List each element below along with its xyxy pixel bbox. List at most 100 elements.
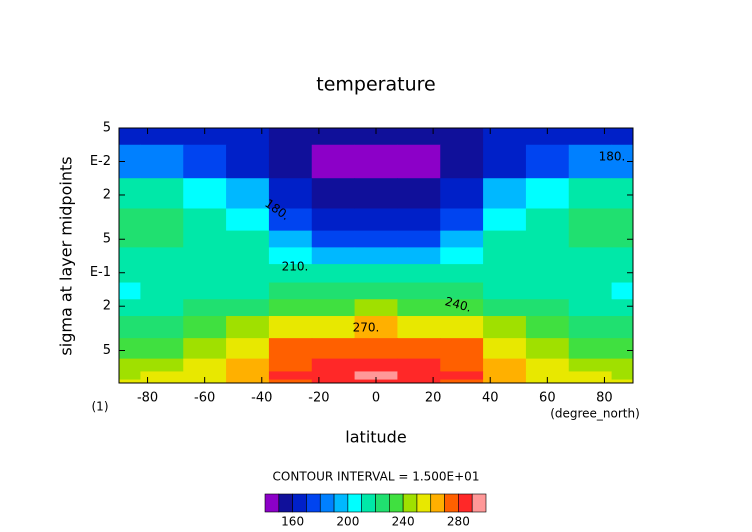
y-tick-label: 2 bbox=[103, 299, 111, 314]
colorbar-label: 240 bbox=[392, 515, 415, 529]
colorbar-box bbox=[347, 493, 362, 513]
contour-label: 180. bbox=[599, 150, 626, 164]
contour-cell bbox=[119, 338, 141, 360]
contour-cell bbox=[611, 371, 634, 381]
contour-cell bbox=[397, 379, 441, 384]
y-tick-label: 5 bbox=[103, 232, 111, 247]
contour-cell bbox=[311, 247, 356, 265]
contour-cell bbox=[483, 358, 527, 372]
contour-cell bbox=[354, 208, 398, 232]
contour-cell bbox=[397, 299, 441, 317]
contour-cell bbox=[268, 128, 313, 146]
y-tick-label: 5 bbox=[103, 343, 111, 358]
contour-cell bbox=[311, 128, 356, 146]
y-tick-label: E-1 bbox=[90, 265, 111, 280]
contour-cell bbox=[525, 178, 570, 209]
contour-cell bbox=[311, 144, 356, 179]
colorbar-box bbox=[264, 493, 280, 513]
contour-cell bbox=[483, 144, 527, 179]
contour-cell bbox=[183, 358, 227, 372]
contour-cell bbox=[397, 358, 441, 372]
contour-cell bbox=[354, 230, 398, 248]
contour-cell bbox=[483, 282, 527, 300]
contour-cell bbox=[611, 247, 634, 265]
contour-cell bbox=[354, 247, 398, 265]
contour-cell bbox=[183, 128, 227, 146]
contour-cell bbox=[354, 316, 398, 339]
contour-cell bbox=[440, 316, 484, 339]
contour-cell bbox=[183, 282, 227, 300]
contour-cell bbox=[568, 338, 613, 360]
contour-cell bbox=[568, 316, 613, 339]
contour-cell bbox=[611, 264, 634, 284]
contour-cell bbox=[140, 247, 184, 265]
contour-cell bbox=[268, 230, 313, 248]
contour-cell bbox=[397, 371, 441, 381]
contour-cell bbox=[568, 208, 613, 232]
plot-area bbox=[119, 128, 634, 384]
contour-cell bbox=[611, 208, 634, 232]
colorbar-label: 200 bbox=[336, 515, 359, 529]
contour-cell bbox=[183, 338, 227, 360]
contour-cell bbox=[611, 230, 634, 248]
contour-cell bbox=[311, 208, 356, 232]
contour-cell bbox=[119, 379, 141, 384]
contour-cell bbox=[611, 144, 634, 179]
x-tick-label: -80 bbox=[137, 391, 158, 406]
contour-cell bbox=[354, 282, 398, 300]
contour-cell bbox=[440, 128, 484, 146]
contour-cell bbox=[140, 338, 184, 360]
contour-cell bbox=[568, 247, 613, 265]
contour-cell bbox=[397, 128, 441, 146]
contour-cell bbox=[354, 128, 398, 146]
colorbar-box bbox=[319, 493, 335, 513]
contour-cell bbox=[440, 299, 484, 317]
colorbar-box bbox=[471, 493, 487, 513]
contour-cell bbox=[140, 282, 184, 300]
contour-cell bbox=[440, 208, 484, 232]
contour-cell bbox=[568, 264, 613, 284]
contour-cell bbox=[311, 264, 356, 284]
colorbar-box bbox=[402, 493, 418, 513]
contour-cell bbox=[525, 230, 570, 248]
contour-cell bbox=[140, 358, 184, 372]
contour-cell bbox=[119, 358, 141, 372]
contour-cell bbox=[440, 247, 484, 265]
contour-cell bbox=[440, 371, 484, 381]
contour-label: 240. bbox=[443, 294, 472, 314]
contour-cell bbox=[568, 144, 613, 179]
colorbar-box bbox=[375, 493, 390, 513]
contour-cell bbox=[311, 282, 356, 300]
contour-cell bbox=[119, 128, 141, 146]
contour-cell bbox=[397, 282, 441, 300]
contour-cell bbox=[119, 371, 141, 381]
x-tick-label: -40 bbox=[251, 391, 272, 406]
contour-cell bbox=[311, 358, 356, 372]
x-tick-label: -60 bbox=[194, 391, 215, 406]
contour-cell bbox=[119, 299, 141, 317]
colorbar-label: 280 bbox=[447, 515, 470, 529]
colorbar-box bbox=[306, 493, 321, 513]
contour-cell bbox=[119, 208, 141, 232]
contour-cell bbox=[483, 379, 527, 384]
contour-cell bbox=[183, 316, 227, 339]
contour-cell bbox=[525, 358, 570, 372]
contour-cell bbox=[119, 144, 141, 179]
contour-cell bbox=[525, 264, 570, 284]
x-tick-label: 0 bbox=[372, 391, 380, 406]
contour-cell bbox=[483, 316, 527, 339]
contour-cell bbox=[354, 299, 398, 317]
y-tick-label: E-2 bbox=[90, 154, 111, 169]
contour-cell bbox=[568, 371, 613, 381]
contour-cell bbox=[525, 299, 570, 317]
contour-cell bbox=[397, 338, 441, 360]
contour-cell bbox=[568, 358, 613, 372]
contour-cell bbox=[119, 230, 141, 248]
contour-cell bbox=[354, 358, 398, 372]
contour-cell bbox=[140, 128, 184, 146]
x-unit: (degree_north) bbox=[550, 407, 640, 421]
contour-cell bbox=[483, 247, 527, 265]
contour-cell bbox=[568, 178, 613, 209]
contour-cell bbox=[183, 144, 227, 179]
